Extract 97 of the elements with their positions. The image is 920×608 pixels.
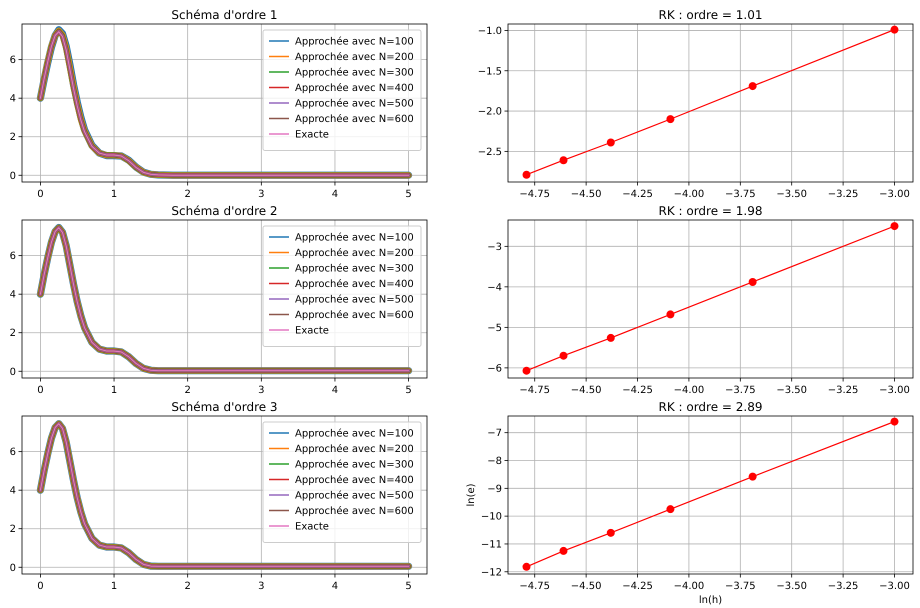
legend-label: Approchée avec N=300 [295, 264, 414, 274]
x-tick-label: −4.25 [622, 581, 653, 592]
y-tick-label: −7 [487, 428, 502, 440]
x-tick-label: 0 [37, 385, 44, 396]
y-tick-label: −2.5 [478, 146, 502, 158]
chart-title: Schéma d'ordre 1 [171, 8, 278, 22]
x-tick-label: −3.75 [724, 189, 756, 200]
legend-label: Exacte [295, 326, 329, 336]
legend-label: Approchée avec N=100 [295, 232, 414, 244]
x-tick-label: 4 [332, 385, 338, 396]
x-tick-label: 5 [405, 581, 412, 592]
legend-label: Approchée avec N=100 [295, 428, 414, 440]
x-tick-label: 5 [405, 385, 412, 396]
x-tick-label: −4.00 [674, 189, 704, 200]
y-tick-label: −8 [487, 456, 502, 468]
x-tick-label: −4.75 [519, 385, 550, 396]
y-tick-label: −3 [487, 242, 502, 253]
y-tick-label: 6 [10, 251, 16, 262]
x-tick-label: −3.75 [724, 581, 756, 592]
x-tick-label: −3.50 [776, 385, 808, 396]
legend-label: Approchée avec N=200 [295, 52, 414, 63]
x-tick-label: 3 [258, 581, 265, 592]
legend-label: Approchée avec N=500 [295, 490, 414, 502]
legend-label: Approchée avec N=500 [295, 294, 414, 306]
y-tick-label: 4 [10, 290, 16, 301]
legend-label: Approchée avec N=200 [295, 444, 414, 455]
y-tick-label: −9 [487, 484, 502, 495]
chart-title: RK : ordre = 1.01 [658, 8, 763, 22]
x-tick-label: 3 [258, 189, 265, 200]
legend-label: Approchée avec N=400 [295, 83, 414, 94]
x-axis-title: ln(h) [698, 595, 722, 606]
legend-label: Approchée avec N=200 [295, 248, 414, 259]
y-tick-label: −11 [480, 539, 502, 550]
legend-label: Approchée avec N=300 [295, 68, 414, 78]
y-tick-label: −4 [487, 282, 502, 294]
x-tick-label: 1 [110, 385, 118, 396]
y-tick-label: −1.0 [478, 26, 502, 37]
legend-label: Approchée avec N=500 [295, 98, 414, 110]
x-tick-label: −3.75 [724, 385, 756, 396]
x-tick-label: 2 [184, 581, 191, 592]
x-tick-label: −3.25 [828, 385, 858, 396]
y-tick-label: 0 [10, 366, 16, 378]
x-tick-label: 2 [184, 385, 191, 396]
y-tick-label: −10 [480, 512, 502, 523]
x-tick-label: −4.50 [570, 189, 602, 200]
y-tick-label: −1.5 [478, 66, 502, 78]
y-tick-label: −5 [487, 322, 502, 334]
x-tick-label: 0 [37, 189, 44, 200]
x-tick-label: −3.25 [828, 189, 858, 200]
x-tick-label: −4.75 [519, 189, 550, 200]
legend-label: Approchée avec N=400 [295, 475, 414, 486]
legend-label: Approchée avec N=600 [295, 310, 414, 321]
legend-label: Approchée avec N=100 [295, 36, 414, 48]
legend-label: Approchée avec N=400 [295, 279, 414, 290]
x-tick-label: −4.00 [674, 581, 704, 592]
x-tick-label: −3.00 [879, 581, 910, 592]
x-tick-label: −4.25 [622, 189, 653, 200]
y-tick-label: 0 [10, 170, 16, 182]
y-tick-label: 4 [10, 486, 16, 497]
y-tick-label: 2 [10, 132, 16, 144]
y-tick-label: 4 [10, 94, 16, 105]
x-tick-label: 2 [184, 189, 191, 200]
x-tick-label: 0 [37, 581, 44, 592]
x-tick-label: −3.50 [776, 189, 808, 200]
x-tick-label: 3 [258, 385, 265, 396]
x-tick-label: −3.50 [776, 581, 808, 592]
legend-label: Approchée avec N=300 [295, 460, 414, 470]
chart-title: RK : ordre = 2.89 [658, 400, 763, 414]
chart-title: Schéma d'ordre 3 [171, 400, 278, 414]
x-tick-label: 1 [110, 581, 118, 592]
y-tick-label: −2.0 [478, 106, 502, 118]
legend-label: Approchée avec N=600 [295, 506, 414, 517]
y-axis-title: ln(e) [466, 483, 477, 507]
x-tick-label: −4.00 [674, 385, 704, 396]
x-tick-label: 5 [405, 189, 412, 200]
x-tick-label: −4.50 [570, 581, 602, 592]
chart-title: RK : ordre = 1.98 [658, 204, 763, 218]
y-tick-label: 2 [10, 328, 16, 340]
x-tick-label: −3.00 [879, 189, 910, 200]
x-tick-label: −4.75 [519, 581, 550, 592]
y-tick-label: 0 [10, 562, 16, 574]
y-tick-label: 6 [10, 447, 16, 458]
y-tick-label: −12 [480, 567, 502, 578]
x-tick-label: −4.50 [570, 385, 602, 396]
legend-label: Approchée avec N=600 [295, 114, 414, 125]
x-tick-label: −3.00 [879, 385, 910, 396]
x-tick-label: 1 [110, 189, 118, 200]
x-tick-label: −4.25 [622, 385, 653, 396]
legend-label: Exacte [295, 522, 329, 532]
x-tick-label: −3.25 [828, 581, 858, 592]
x-tick-label: 4 [332, 581, 338, 592]
y-tick-label: 6 [10, 55, 16, 66]
chart-title: Schéma d'ordre 2 [171, 204, 278, 218]
legend-label: Exacte [295, 130, 329, 140]
y-tick-label: 2 [10, 524, 16, 536]
x-tick-label: 4 [332, 189, 338, 200]
y-tick-label: −6 [487, 363, 502, 374]
